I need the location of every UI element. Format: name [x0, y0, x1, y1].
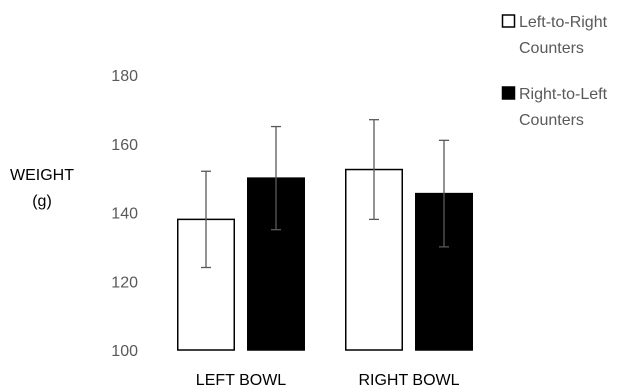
y-axis-ticks: 100 120 140 160 180 [111, 68, 138, 360]
error-bar [439, 139, 449, 248]
legend-label-line: Counters [519, 40, 584, 57]
error-bar [201, 170, 211, 269]
bars [177, 168, 473, 351]
y-tick-label: 100 [111, 343, 138, 360]
y-tick-label: 180 [111, 68, 138, 85]
legend-item-2: Right-to-Left Counters [501, 86, 608, 129]
y-axis-label-line-2: (g) [32, 193, 52, 210]
y-tick-label: 120 [111, 274, 138, 291]
legend: Left-to-Right Counters Right-to-Left Counte… [501, 14, 608, 129]
error-bar [271, 125, 281, 231]
legend-swatch [501, 14, 516, 28]
y-tick-label: 140 [111, 206, 138, 223]
y-axis-label-line-1: WEIGHT [10, 167, 74, 184]
y-axis-label: WEIGHT (g) [10, 167, 74, 210]
bar-series-2-right-bowl [415, 192, 473, 351]
legend-swatch [501, 86, 516, 100]
error-bars [201, 119, 449, 269]
legend-label-line: Left-to-Right [519, 14, 608, 31]
x-category-label: RIGHT BOWL [358, 372, 459, 389]
legend-label-line: Counters [519, 112, 584, 129]
x-axis-categories: LEFT BOWL RIGHT BOWL [196, 372, 460, 389]
legend-item-1: Left-to-Right Counters [501, 14, 608, 57]
legend-label-line: Right-to-Left [519, 86, 608, 103]
x-category-label: LEFT BOWL [196, 372, 286, 389]
error-bar [369, 119, 379, 221]
y-tick-label: 160 [111, 137, 138, 154]
